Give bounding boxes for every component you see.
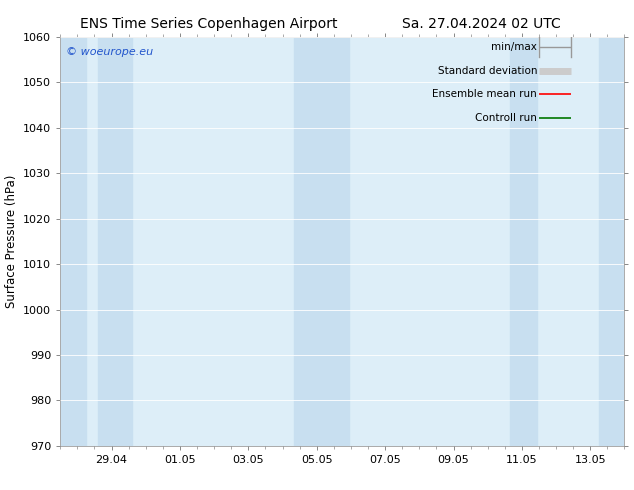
Bar [98,37,132,446]
Text: Controll run: Controll run [475,113,537,123]
Bar [322,37,349,446]
Y-axis label: Surface Pressure (hPa): Surface Pressure (hPa) [4,174,18,308]
Bar [60,37,86,446]
Bar [599,37,624,446]
Text: ENS Time Series Copenhagen Airport: ENS Time Series Copenhagen Airport [81,17,338,31]
Text: min/max: min/max [491,42,537,52]
Text: Sa. 27.04.2024 02 UTC: Sa. 27.04.2024 02 UTC [403,17,561,31]
Text: © woeurope.eu: © woeurope.eu [66,47,153,57]
Bar [294,37,322,446]
Text: Ensemble mean run: Ensemble mean run [432,90,537,99]
Bar [510,37,537,446]
Text: Standard deviation: Standard deviation [437,66,537,76]
